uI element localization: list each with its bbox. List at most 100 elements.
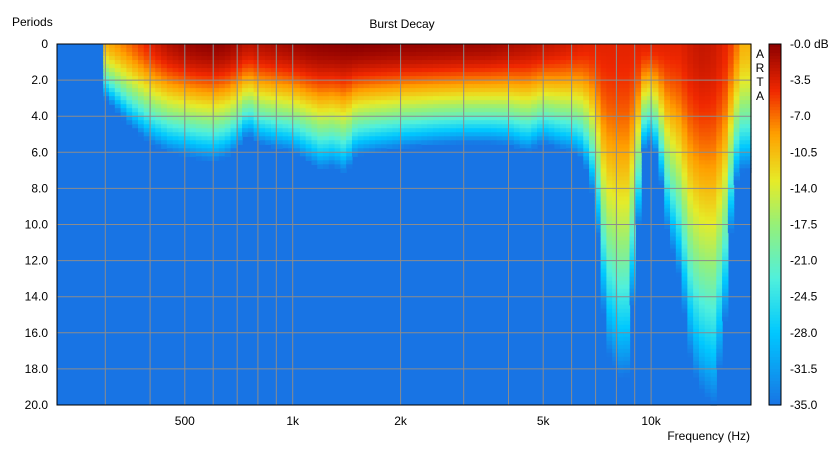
heatmap-cell bbox=[681, 212, 688, 218]
heatmap-cell bbox=[687, 160, 694, 165]
heatmap-cell bbox=[623, 112, 631, 117]
heatmap-cell bbox=[195, 108, 203, 113]
heatmap-cell bbox=[236, 68, 243, 73]
heatmap-cell bbox=[155, 140, 162, 145]
heatmap-cell bbox=[276, 92, 284, 97]
heatmap-cell bbox=[409, 100, 417, 105]
heatmap-cell bbox=[328, 140, 336, 145]
heatmap-cell bbox=[623, 124, 631, 129]
heatmap-cell bbox=[132, 60, 139, 65]
heatmap-cell bbox=[224, 80, 232, 85]
heatmap-cell bbox=[137, 108, 145, 113]
heatmap-cell bbox=[577, 88, 584, 93]
heatmap-cell bbox=[693, 348, 700, 354]
heatmap-cell bbox=[415, 80, 422, 85]
heatmap-cell bbox=[178, 56, 185, 61]
heatmap-cell bbox=[664, 108, 671, 113]
heatmap-cell bbox=[652, 76, 660, 81]
heatmap-cell bbox=[600, 176, 608, 181]
y-tick-label: 4.0 bbox=[31, 109, 48, 123]
heatmap-cell bbox=[479, 60, 486, 65]
heatmap-cell bbox=[698, 196, 706, 202]
heatmap-cell bbox=[606, 228, 613, 234]
heatmap-cell bbox=[646, 48, 654, 53]
heatmap-cell bbox=[132, 116, 139, 121]
heatmap-cell bbox=[693, 108, 700, 113]
heatmap-cell bbox=[305, 156, 313, 161]
heatmap-cell bbox=[542, 68, 550, 73]
colorbar-frame bbox=[768, 43, 782, 406]
heatmap-cell bbox=[617, 296, 625, 302]
heatmap-cell bbox=[404, 124, 411, 129]
heatmap-cell bbox=[184, 76, 191, 81]
heatmap-cell bbox=[733, 80, 741, 85]
heatmap-cell bbox=[380, 104, 388, 109]
heatmap-cell bbox=[612, 228, 619, 234]
heatmap-cell bbox=[612, 216, 619, 222]
heatmap-cell bbox=[467, 52, 474, 57]
heatmap-cell bbox=[635, 64, 642, 69]
heatmap-cell bbox=[687, 64, 694, 69]
heatmap-cell bbox=[710, 72, 717, 77]
heatmap-cell bbox=[670, 248, 677, 254]
heatmap-cell bbox=[745, 68, 752, 73]
heatmap-cell bbox=[357, 96, 365, 101]
heatmap-cell bbox=[311, 152, 318, 157]
heatmap-cell bbox=[421, 52, 428, 57]
heatmap-cell bbox=[190, 76, 197, 81]
heatmap-cell bbox=[334, 156, 341, 161]
heatmap-cell bbox=[201, 156, 208, 161]
heatmap-cell bbox=[299, 64, 307, 69]
heatmap-cell bbox=[675, 208, 683, 214]
heatmap-cell bbox=[473, 108, 480, 113]
colorbar-segment bbox=[769, 98, 781, 102]
heatmap-cell bbox=[670, 108, 677, 113]
heatmap-cell bbox=[178, 44, 185, 49]
heatmap-cell bbox=[589, 88, 596, 93]
heatmap-cell bbox=[392, 136, 399, 141]
heatmap-cell bbox=[704, 116, 712, 121]
heatmap-cell bbox=[213, 52, 220, 57]
heatmap-cell bbox=[346, 144, 353, 149]
heatmap-cell bbox=[496, 112, 503, 117]
heatmap-cell bbox=[502, 88, 509, 93]
heatmap-cell bbox=[224, 64, 232, 69]
heatmap-cell bbox=[623, 316, 631, 322]
heatmap-cell bbox=[282, 68, 289, 73]
heatmap-cell bbox=[560, 88, 567, 93]
heatmap-cell bbox=[641, 132, 648, 137]
heatmap-cell bbox=[727, 144, 735, 149]
heatmap-cell bbox=[698, 320, 706, 326]
heatmap-cell bbox=[351, 64, 359, 69]
heatmap-cell bbox=[623, 272, 631, 278]
heatmap-cell bbox=[710, 88, 717, 93]
heatmap-cell bbox=[450, 128, 457, 133]
y-tick-label: 0 bbox=[41, 37, 48, 51]
heatmap-cell bbox=[722, 272, 729, 278]
heatmap-cell bbox=[583, 68, 590, 73]
heatmap-cell bbox=[698, 84, 706, 89]
heatmap-cell bbox=[623, 180, 631, 185]
heatmap-cell bbox=[704, 212, 712, 218]
heatmap-cell bbox=[294, 108, 301, 113]
heatmap-cell bbox=[334, 140, 341, 145]
heatmap-cell bbox=[722, 44, 729, 49]
heatmap-cell bbox=[722, 312, 729, 318]
heatmap-cell bbox=[722, 52, 729, 57]
heatmap-cell bbox=[617, 304, 625, 310]
heatmap-cell bbox=[456, 132, 463, 137]
heatmap-cell bbox=[230, 64, 237, 69]
heatmap-cell bbox=[704, 64, 712, 69]
heatmap-cell bbox=[600, 212, 608, 218]
heatmap-cell bbox=[525, 112, 532, 117]
heatmap-cell bbox=[450, 44, 457, 49]
heatmap-cell bbox=[646, 52, 654, 57]
heatmap-cell bbox=[236, 132, 243, 137]
heatmap-cell bbox=[299, 136, 307, 141]
heatmap-cell bbox=[687, 48, 694, 53]
heatmap-cell bbox=[704, 168, 712, 173]
heatmap-cell bbox=[698, 92, 706, 97]
heatmap-cell bbox=[612, 192, 619, 198]
heatmap-cell bbox=[710, 312, 717, 318]
heatmap-cell bbox=[589, 112, 596, 117]
